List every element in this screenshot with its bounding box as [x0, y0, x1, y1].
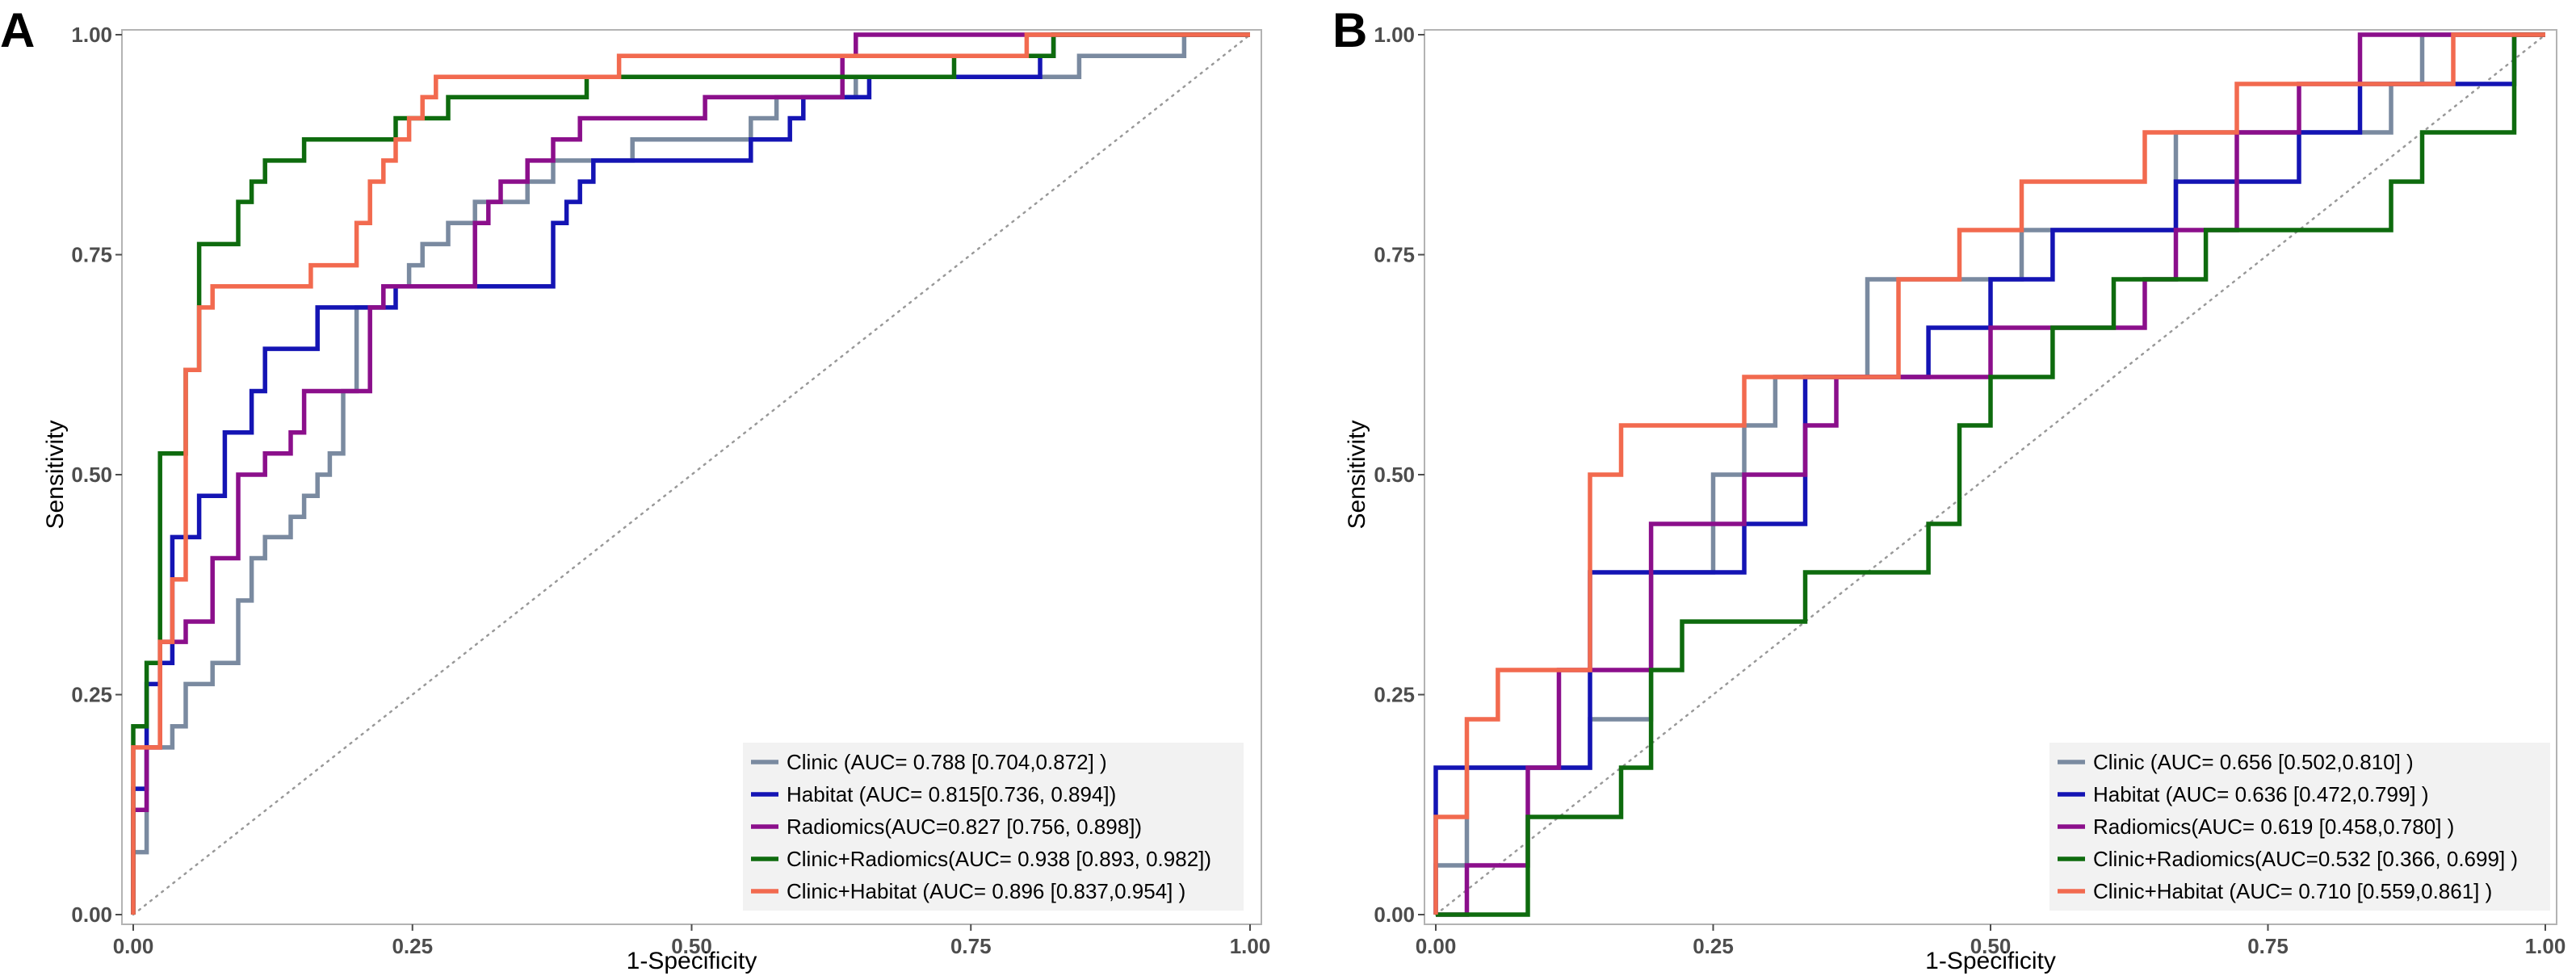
panel-b-xtick-label: 1.00: [2525, 934, 2566, 958]
panel-a-x-axis-title: 1-Specificity: [627, 948, 757, 974]
panel-a-ytick-label: 0.00: [71, 903, 112, 927]
panel-a-ytick-label: 0.50: [71, 463, 112, 487]
panel-b-legend: Clinic (AUC= 0.656 [0.502,0.810] ) Habita…: [2049, 743, 2550, 911]
panel-a: A 0.00 0.25 0.50 0.75 1.00 0.00 0.25 0.50 0.75 1.…: [0, 3, 1270, 974]
panel-b-xtick-label: 0.50: [1970, 934, 2012, 958]
panel-b-roc-curve-clinic-habitat: [1433, 32, 2545, 915]
panel-b-roc-curve-radiomics: [1436, 32, 2545, 917]
panel-a-xtick-label: 0.00: [113, 934, 154, 958]
panel-b-roc-curve-habitat: [1433, 32, 2545, 915]
panel-a-y-axis-title: Sensitivity: [42, 420, 69, 529]
panel-b-legend-label: Habitat (AUC= 0.636 [0.472,0.799] ): [2093, 782, 2429, 806]
panel-a-legend-label: Habitat (AUC= 0.815[0.736, 0.894]): [787, 782, 1116, 806]
panel-a-xtick-label: 0.50: [671, 934, 712, 958]
panel-b-roc-curve-clinic-radiomics: [1436, 32, 2545, 917]
panel-a-roc-curve-clinic-radiomics: [131, 32, 1250, 915]
panel-b: B 0.00 0.25 0.50 0.75 1.00 0.00 0.25 0.50 0.75 1.…: [1332, 3, 2566, 974]
panel-a-ytick-label: 1.00: [71, 23, 112, 47]
panel-a-legend-box: [743, 743, 1244, 911]
panel-b-legend-label: Clinic+Radiomics(AUC=0.532 [0.366, 0.699…: [2093, 847, 2518, 871]
panel-a-roc-curve-radiomics: [131, 32, 1250, 915]
panel-a-ytick-label: 0.25: [71, 683, 112, 707]
panel-b-legend-label: Radiomics(AUC= 0.619 [0.458,0.780] ): [2093, 815, 2454, 839]
panel-b-y-axis-title: Sensitivity: [1344, 420, 1370, 529]
panel-a-xtick-label: 1.00: [1230, 934, 1271, 958]
panel-a-legend-label: Clinic (AUC= 0.788 [0.704,0.872] ): [787, 750, 1107, 774]
panel-b-legend-box: [2049, 743, 2550, 911]
panel-a-xtick-label: 0.75: [950, 934, 992, 958]
panel-a-ytick-label: 0.75: [71, 243, 112, 267]
panel-b-xtick-label: 0.75: [2247, 934, 2289, 958]
panel-a-legend-label: Clinic+Radiomics(AUC= 0.938 [0.893, 0.98…: [787, 847, 1211, 871]
panel-b-ytick-label: 0.25: [1374, 683, 1415, 707]
panel-a-roc-curve-clinic-habitat: [131, 32, 1250, 915]
panel-b-ytick-label: 0.50: [1374, 463, 1415, 487]
panel-b-legend-label: Clinic+Habitat (AUC= 0.710 [0.559,0.861]…: [2093, 879, 2492, 903]
panel-a-xtick-label: 0.25: [392, 934, 433, 958]
panel-b-letter: B: [1332, 3, 1367, 57]
panel-b-ytick-label: 1.00: [1374, 23, 1415, 47]
panel-b-legend-label: Clinic (AUC= 0.656 [0.502,0.810] ): [2093, 750, 2414, 774]
panel-b-xtick-label: 0.25: [1693, 934, 1734, 958]
panel-a-legend-label: Radiomics(AUC=0.827 [0.756, 0.898]): [787, 815, 1142, 839]
panel-b-ytick-label: 0.75: [1374, 243, 1415, 267]
panel-b-x-axis-title: 1-Specificity: [1925, 948, 2056, 974]
panel-a-legend: Clinic (AUC= 0.788 [0.704,0.872] ) Habita…: [743, 743, 1244, 911]
panel-b-ytick-label: 0.00: [1374, 903, 1415, 927]
panel-a-legend-label: Clinic+Habitat (AUC= 0.896 [0.837,0.954]…: [787, 879, 1185, 903]
panel-b-xtick-label: 0.00: [1416, 934, 1457, 958]
panel-a-reference-diagonal: [132, 33, 1252, 916]
panel-a-letter: A: [0, 3, 35, 57]
